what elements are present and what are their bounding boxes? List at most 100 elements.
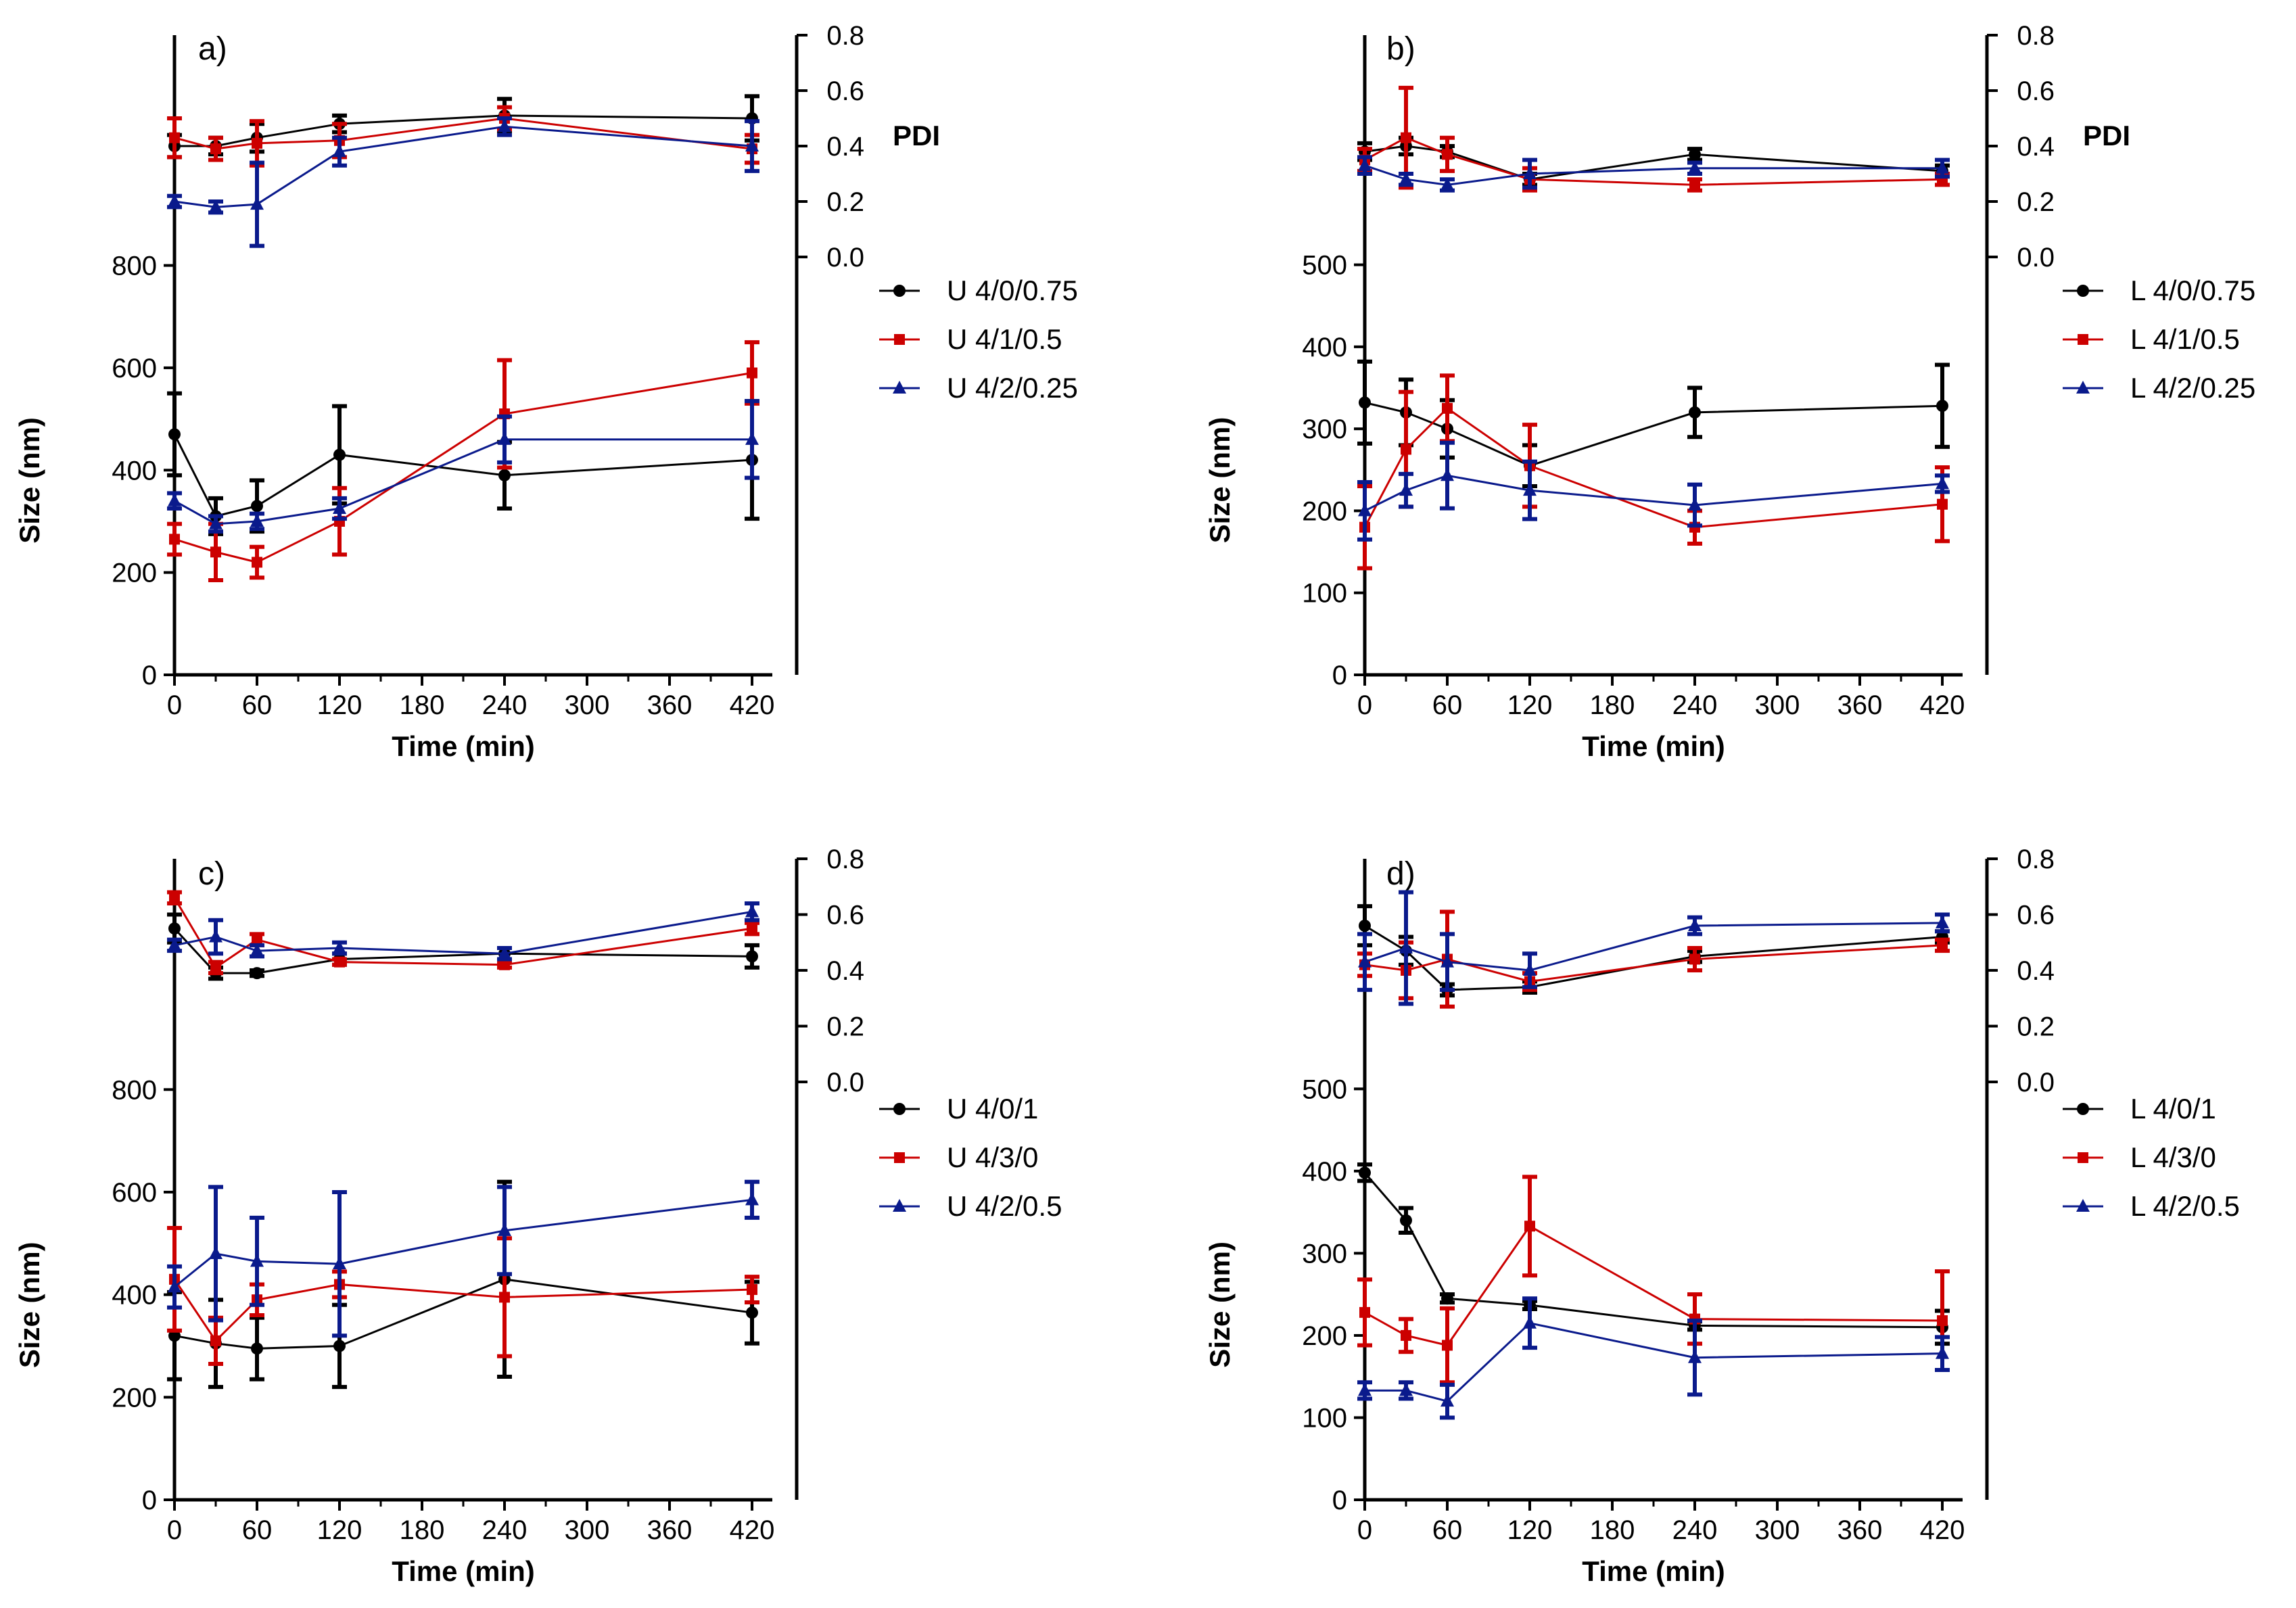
- size-data-point: [1523, 483, 1537, 496]
- legend-item: U 4/3/0: [879, 1141, 1038, 1173]
- x-tick-label: 240: [482, 690, 528, 720]
- size-tick-label: 200: [1302, 1321, 1347, 1351]
- size-data-point: [746, 1306, 758, 1319]
- size-data-point: [333, 1340, 346, 1352]
- x-tick-label: 120: [317, 690, 362, 720]
- pdi-data-point: [1689, 179, 1700, 191]
- size-series-line: [1363, 406, 1943, 529]
- size-tick-label: 300: [1302, 415, 1347, 444]
- legend-marker: [2076, 381, 2090, 394]
- pdi-tick-label: 0.0: [2017, 1068, 2055, 1097]
- size-data-point: [1937, 1315, 1948, 1327]
- x-tick-label: 180: [400, 1515, 445, 1545]
- x-tick-label: 420: [730, 690, 775, 720]
- pdi-data-point: [251, 967, 263, 980]
- legend-label: L 4/0/0.75: [2130, 275, 2255, 306]
- pdi-data-point: [1358, 954, 1372, 968]
- legend-item: L 4/2/0.25: [2063, 372, 2255, 404]
- size-data-point: [333, 448, 346, 461]
- size-tick-label: 200: [112, 1383, 157, 1413]
- legend-marker: [893, 1103, 906, 1115]
- pdi-data-point: [746, 950, 758, 963]
- size-data-point: [1689, 406, 1701, 419]
- pdi-series-line: [1364, 164, 1942, 186]
- pdi-data-point: [333, 941, 346, 953]
- pdi-data-point: [1442, 149, 1453, 160]
- size-tick-label: 400: [112, 1281, 157, 1310]
- pdi-data-point: [1689, 148, 1701, 161]
- pdi-series-line: [174, 910, 753, 955]
- size-tick-label: 300: [1302, 1239, 1347, 1269]
- pdi-data-point: [1936, 915, 1949, 928]
- x-tick-label: 360: [1837, 1515, 1883, 1545]
- size-tick-label: 100: [1302, 579, 1347, 609]
- series-U-4-3-0: [167, 890, 759, 1367]
- x-tick-label: 0: [167, 1515, 182, 1545]
- legend-item: L 4/3/0: [2063, 1141, 2216, 1173]
- legend-marker: [893, 381, 906, 394]
- panel-label: a): [198, 31, 227, 67]
- size-series-line: [1363, 1172, 1943, 1329]
- pdi-data-point: [1523, 166, 1537, 179]
- pdi-data-point: [498, 119, 511, 133]
- pdi-data-point: [499, 959, 510, 970]
- size-data-point: [1358, 1383, 1372, 1396]
- pdi-tick-label: 0.8: [2017, 21, 2055, 51]
- size-tick-label: 500: [1302, 1074, 1347, 1104]
- pdi-tick-label: 0.8: [826, 21, 864, 51]
- x-tick-label: 180: [1590, 1515, 1635, 1545]
- size-series-line: [1365, 1322, 1943, 1402]
- size-data-point: [250, 1254, 264, 1267]
- x-tick-label: 0: [1357, 1515, 1372, 1545]
- legend-marker: [894, 1152, 905, 1163]
- pdi-tick-label: 0.4: [826, 956, 864, 986]
- series-U-4-2-0-5: [167, 901, 759, 1338]
- x-axis-title: Time (min): [1582, 1555, 1725, 1587]
- pdi-data-point: [169, 132, 180, 143]
- x-axis-title: Time (min): [392, 730, 535, 762]
- pdi-data-point: [745, 904, 759, 918]
- panel-a: 0 60 120 180 240 300 360 420 Time (min) 0 200 400 60…: [14, 21, 1078, 762]
- legend-item: L 4/0/0.75: [2063, 275, 2255, 306]
- x-tick-label: 240: [1672, 1515, 1718, 1545]
- size-tick-label: 0: [1332, 661, 1347, 690]
- legend-label: L 4/3/0: [2130, 1141, 2216, 1173]
- pdi-series-line: [1364, 944, 1943, 983]
- size-tick-label: 200: [112, 559, 157, 588]
- size-data-point: [1359, 1166, 1371, 1179]
- size-data-point: [499, 1292, 510, 1303]
- pdi-data-point: [210, 962, 221, 973]
- size-tick-label: 0: [1332, 1486, 1347, 1515]
- pdi-data-point: [1399, 941, 1413, 953]
- pdi-series-line: [1364, 924, 1943, 991]
- size-data-point: [1936, 1346, 1949, 1359]
- size-data-point: [745, 431, 759, 445]
- pdi-data-point: [1399, 172, 1413, 185]
- size-tick-label: 0: [142, 1486, 157, 1515]
- x-tick-label: 0: [167, 690, 182, 720]
- size-axis-title: Size (nm): [14, 417, 45, 544]
- pdi-tick-label: 0.2: [826, 1012, 864, 1042]
- x-tick-label: 300: [1755, 690, 1800, 720]
- size-tick-label: 800: [112, 252, 157, 281]
- x-tick-label: 420: [1920, 690, 1965, 720]
- size-tick-label: 800: [112, 1075, 157, 1105]
- size-data-point: [252, 557, 262, 568]
- pdi-tick-label: 0.6: [826, 76, 864, 106]
- pdi-tick-label: 0.4: [2017, 956, 2055, 986]
- legend-item: U 4/2/0.25: [879, 372, 1078, 404]
- pdi-data-point: [1689, 953, 1700, 965]
- size-data-point: [1524, 1221, 1535, 1232]
- pdi-data-point: [169, 892, 180, 903]
- series-L-4-2-0-25: [1357, 155, 1950, 542]
- x-tick-label: 420: [730, 1515, 775, 1545]
- legend-marker: [2078, 1152, 2088, 1163]
- size-data-point: [1442, 402, 1453, 414]
- size-data-point: [747, 367, 757, 379]
- pdi-tick-label: 0.0: [826, 1068, 864, 1097]
- x-tick-label: 300: [565, 690, 610, 720]
- size-data-point: [209, 1246, 222, 1259]
- pdi-series-line: [1364, 145, 1943, 181]
- size-data-point: [1399, 483, 1413, 496]
- x-tick-label: 60: [1432, 1515, 1463, 1545]
